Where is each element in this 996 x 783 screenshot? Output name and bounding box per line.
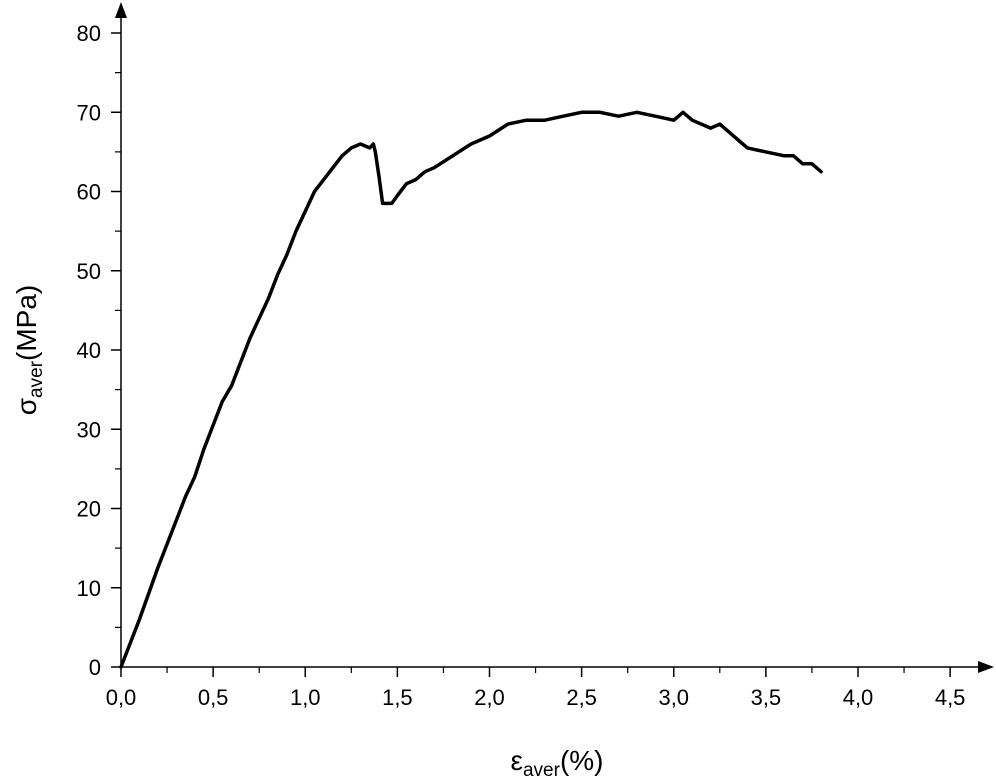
x-axis-title: εaver(%) bbox=[511, 745, 604, 781]
y-tick-label: 50 bbox=[77, 259, 101, 284]
y-tick-label: 0 bbox=[89, 655, 101, 680]
x-axis-arrow bbox=[978, 661, 994, 673]
x-tick-label: 0,5 bbox=[198, 685, 229, 710]
y-tick-label: 60 bbox=[77, 180, 101, 205]
x-tick-label: 2,0 bbox=[474, 685, 505, 710]
x-tick-label: 1,0 bbox=[290, 685, 321, 710]
axes bbox=[115, 2, 994, 673]
x-axis-subscript: aver bbox=[523, 760, 561, 781]
y-tick-label: 40 bbox=[77, 338, 101, 363]
ticks: 0,0 0,5 1,0 1,5 2,0 2,5 3,0 3,5 4,0 4,5 0 10 20 30 40 5… bbox=[77, 21, 966, 710]
y-axis-subscript: aver bbox=[26, 360, 47, 398]
x-tick-label: 1,5 bbox=[382, 685, 413, 710]
y-tick-label: 70 bbox=[77, 100, 101, 125]
x-tick-label: 0,0 bbox=[106, 685, 137, 710]
y-tick-label: 30 bbox=[77, 417, 101, 442]
y-tick-label: 20 bbox=[77, 497, 101, 522]
x-axis-unit: (%) bbox=[560, 745, 604, 776]
series-line-0 bbox=[119, 110, 823, 669]
plot-area bbox=[119, 110, 823, 669]
x-tick-label: 4,0 bbox=[843, 685, 874, 710]
y-axis-title: σaver(MPa) bbox=[11, 285, 47, 415]
y-axis-symbol: σ bbox=[11, 398, 42, 415]
x-tick-label: 3,0 bbox=[658, 685, 689, 710]
x-tick-label: 4,5 bbox=[935, 685, 966, 710]
y-tick-label: 80 bbox=[77, 21, 101, 46]
y-tick-label: 10 bbox=[77, 576, 101, 601]
x-tick-label: 3,5 bbox=[751, 685, 782, 710]
y-axis-arrow bbox=[115, 2, 127, 18]
x-axis-symbol: ε bbox=[511, 745, 523, 776]
x-tick-label: 2,5 bbox=[566, 685, 597, 710]
y-axis-unit: (MPa) bbox=[11, 285, 42, 361]
